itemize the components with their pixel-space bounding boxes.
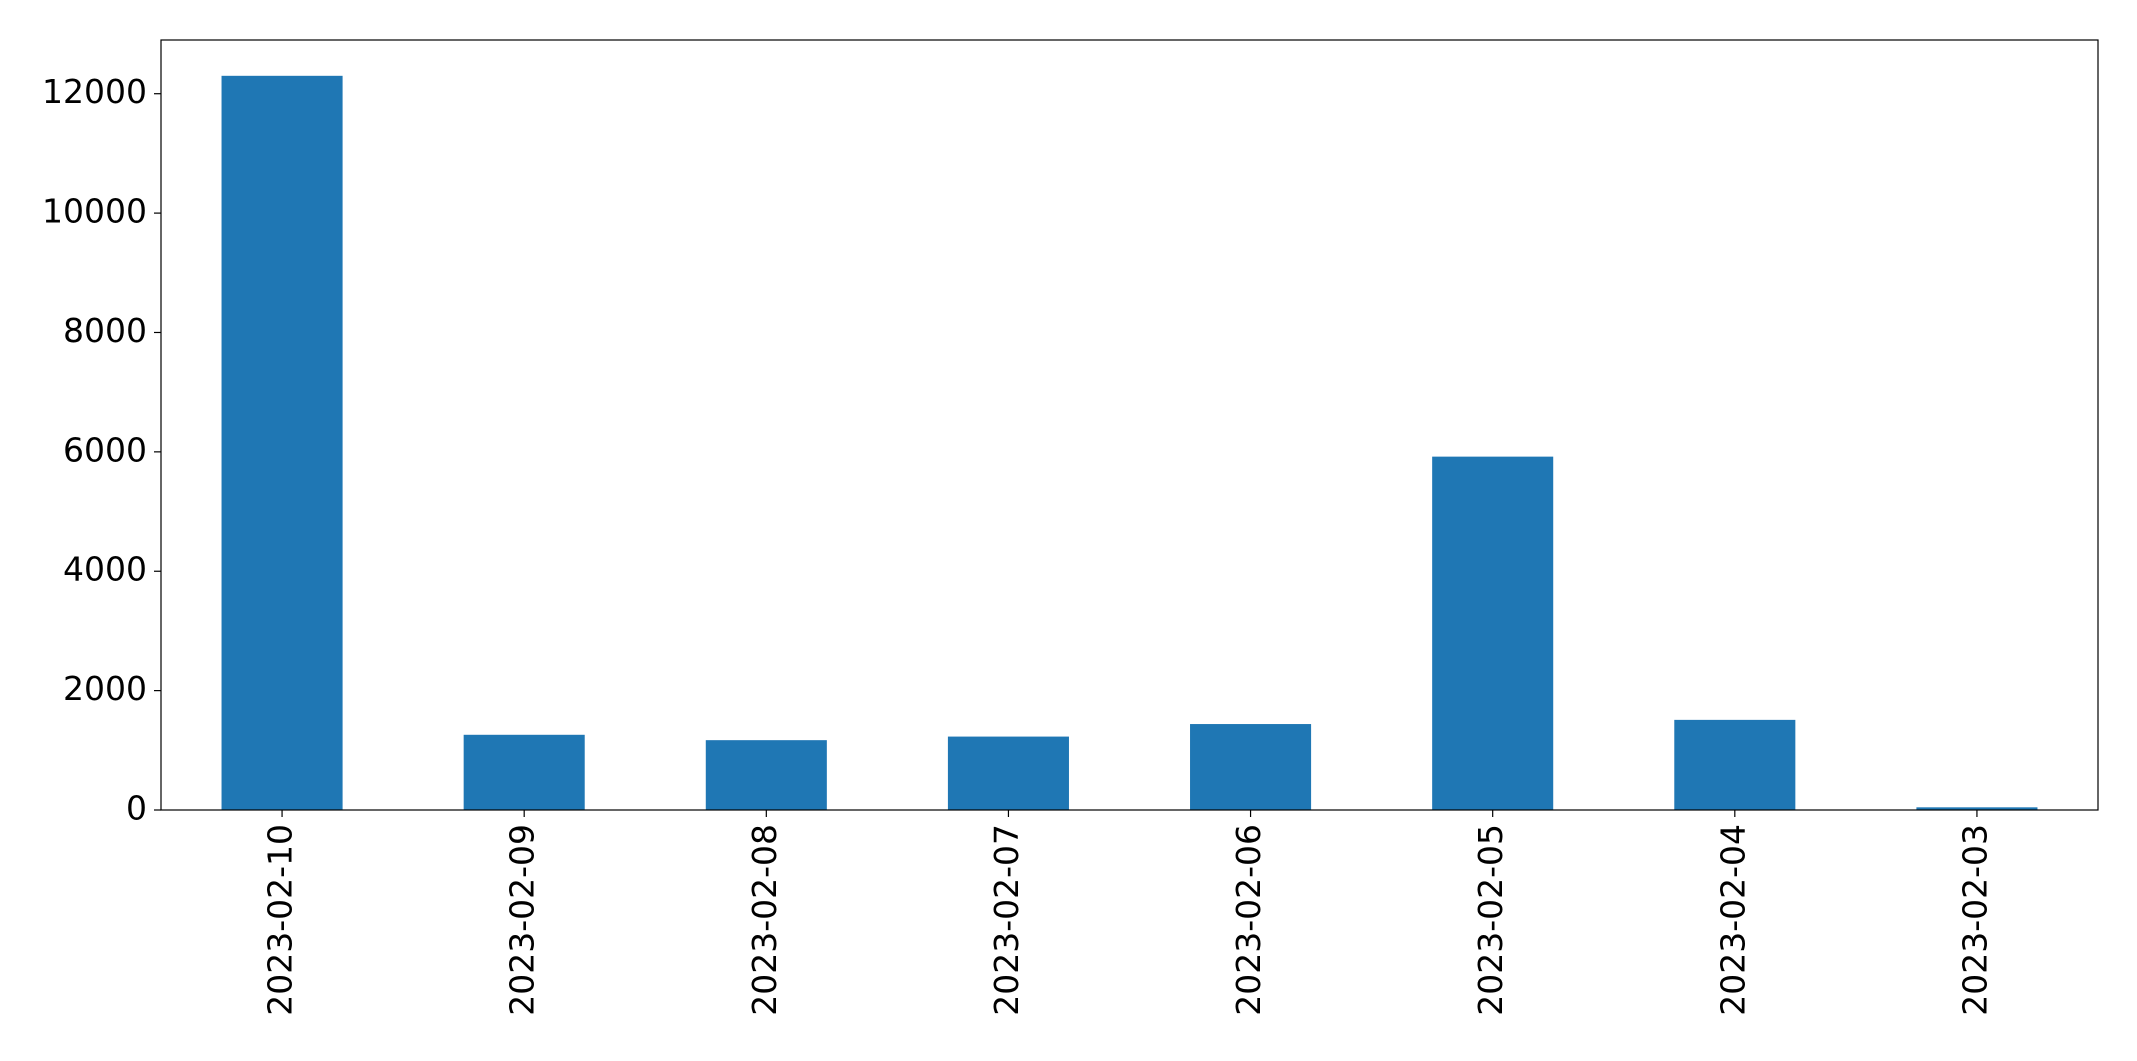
bar	[705, 740, 827, 810]
y-tick-label: 0	[126, 789, 147, 828]
x-tick-label: 2023-02-05	[1471, 824, 1510, 1016]
y-tick-label: 12000	[42, 72, 147, 111]
bar	[1916, 807, 2038, 810]
y-tick-label: 6000	[63, 430, 147, 469]
x-tick-label: 2023-02-09	[503, 824, 542, 1016]
x-tick-label: 2023-02-08	[745, 824, 784, 1016]
x-tick-label: 2023-02-04	[1713, 824, 1752, 1016]
bar	[1190, 724, 1312, 810]
y-tick-label: 2000	[63, 669, 147, 708]
bar	[463, 734, 585, 810]
y-tick-label: 8000	[63, 311, 147, 350]
x-tick-label: 2023-02-03	[1955, 824, 1994, 1016]
x-tick-label: 2023-02-10	[261, 824, 300, 1016]
x-tick-label: 2023-02-06	[1229, 824, 1268, 1016]
plot-frame	[160, 39, 2099, 811]
y-tick-label: 4000	[63, 550, 147, 589]
y-tick-label: 10000	[42, 192, 147, 231]
bar	[947, 736, 1069, 810]
bar	[1432, 456, 1554, 810]
bar	[221, 75, 343, 810]
bar	[1674, 719, 1796, 810]
x-tick-label: 2023-02-07	[987, 824, 1026, 1016]
